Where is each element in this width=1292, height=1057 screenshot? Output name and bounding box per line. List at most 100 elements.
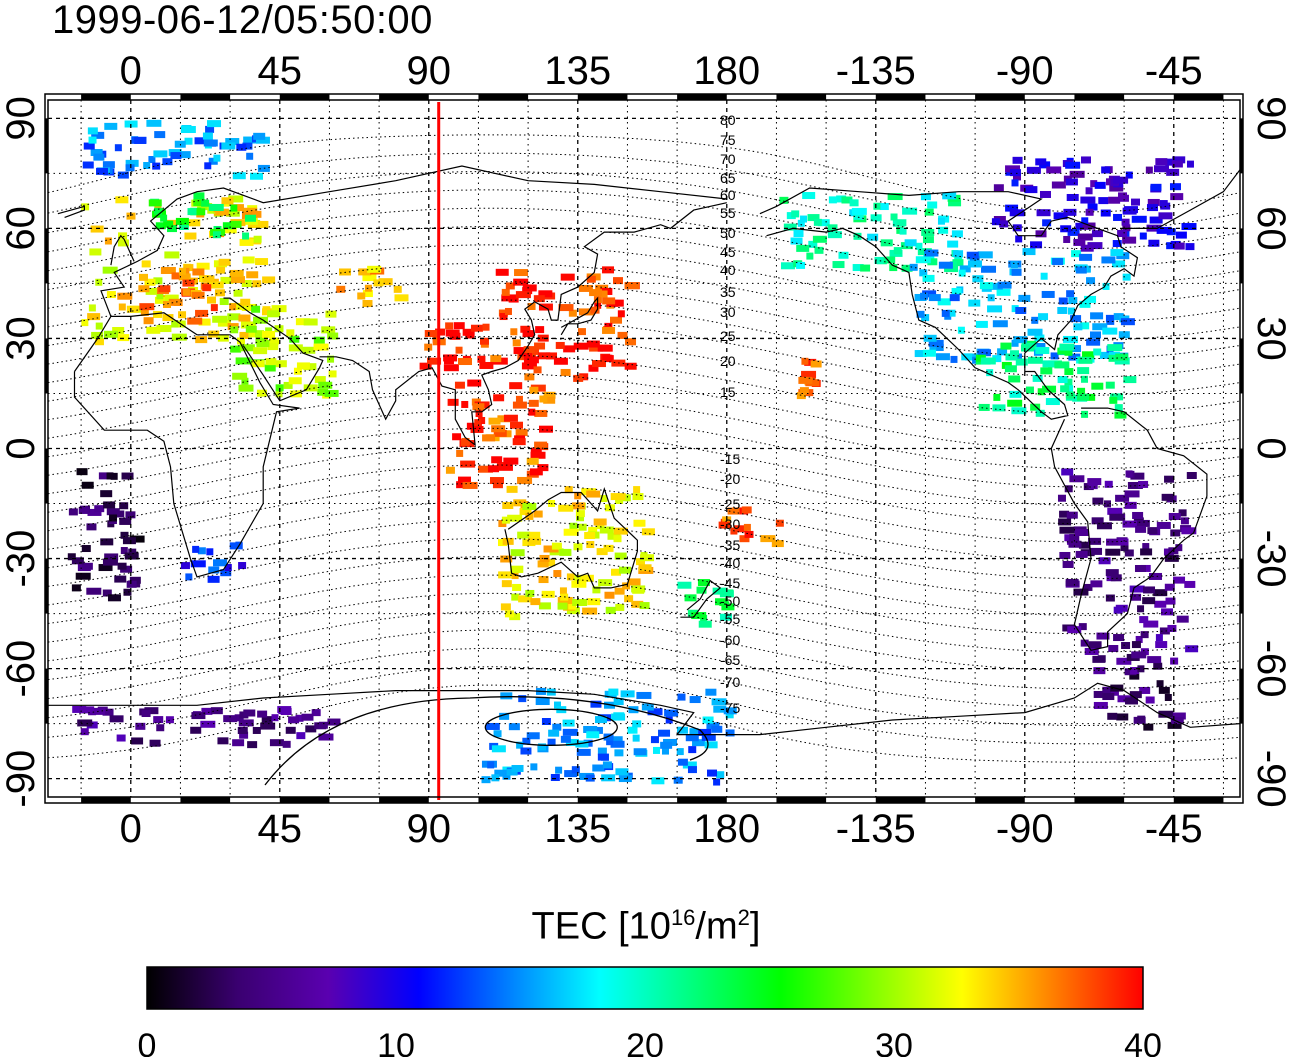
tec-point (1091, 230, 1103, 238)
tec-point (1113, 313, 1124, 321)
tec-point (1145, 696, 1155, 704)
tec-point (550, 774, 560, 782)
tec-point (1100, 209, 1111, 217)
tec-point (1063, 208, 1077, 216)
tec-point (775, 519, 784, 527)
tec-point (289, 335, 300, 343)
contour-line (48, 281, 1240, 360)
contour-line (48, 647, 1240, 726)
tec-point (212, 315, 228, 323)
tec-point (1009, 169, 1021, 177)
tec-point (1139, 232, 1147, 240)
tec-point (1024, 186, 1038, 194)
tec-point (902, 207, 918, 215)
tec-point (597, 753, 609, 761)
tec-point (1073, 323, 1083, 331)
tec-point (1097, 655, 1106, 663)
tec-point (238, 719, 254, 727)
tec-point (1031, 316, 1039, 324)
tec-point (1122, 236, 1137, 244)
tec-point (313, 336, 325, 344)
tec-point (1167, 624, 1177, 632)
tec-point (1057, 306, 1068, 314)
tec-point (198, 318, 211, 326)
tec-point (118, 303, 126, 311)
tec-point (571, 580, 587, 588)
tec-point (533, 510, 543, 518)
tec-point (624, 282, 640, 290)
tec-point (624, 595, 634, 603)
tec-point (992, 355, 1002, 363)
tec-point (1113, 606, 1123, 614)
tec-point (1082, 222, 1096, 230)
tec-point (367, 265, 382, 273)
tec-point (640, 554, 655, 562)
tec-point (589, 344, 604, 352)
tec-point (214, 289, 225, 297)
tec-point (744, 530, 754, 538)
tec-point (207, 296, 217, 304)
tec-point (860, 264, 871, 272)
tec-point (1135, 635, 1143, 643)
tec-point (1041, 290, 1055, 298)
tec-point (1094, 181, 1106, 189)
tec-point (951, 230, 963, 238)
tec-point (1077, 233, 1093, 241)
tec-point (1090, 580, 1103, 588)
tec-point (1103, 500, 1111, 508)
tec-point (1061, 468, 1074, 476)
tec-point (592, 764, 606, 772)
tec-point (563, 345, 576, 353)
tec-point (1035, 342, 1046, 350)
tec-point (1155, 634, 1163, 642)
tec-point (454, 381, 465, 389)
tec-point (596, 522, 605, 530)
tec-point (698, 620, 712, 628)
tec-point (511, 593, 520, 601)
lat-tick-left: -60 (0, 640, 43, 698)
tec-point (522, 502, 537, 510)
tec-point (706, 722, 720, 730)
tec-point (501, 288, 510, 296)
tec-point (1117, 230, 1128, 238)
tec-point (641, 703, 654, 711)
tec-point (1067, 307, 1075, 315)
tec-point (725, 711, 734, 719)
tec-point (510, 328, 518, 336)
tec-point (870, 214, 882, 222)
tec-point (689, 728, 699, 736)
tec-point (1068, 297, 1078, 305)
tec-point (661, 747, 669, 755)
tec-point (118, 232, 128, 240)
tec-point (230, 276, 245, 284)
tec-point (104, 122, 118, 130)
contour-label: 20 (720, 353, 736, 369)
frame-check (81, 94, 131, 100)
tec-point (1015, 358, 1028, 366)
tec-point (117, 334, 130, 342)
tec-point (178, 273, 191, 281)
tec-point (470, 324, 483, 332)
tec-point (1165, 597, 1176, 605)
tec-point (1173, 576, 1186, 584)
tec-point (534, 342, 546, 350)
tec-point (143, 317, 154, 325)
tec-point (246, 152, 254, 160)
tec-point (615, 603, 625, 611)
tec-point (362, 300, 373, 308)
tec-point (495, 268, 509, 276)
tec-point (566, 573, 575, 581)
tec-point (1057, 347, 1073, 355)
tec-point (252, 280, 262, 288)
tec-point (518, 695, 527, 703)
tec-point (978, 403, 990, 411)
contour-label: 15 (720, 384, 736, 400)
tec-point (321, 326, 336, 334)
tec-point (715, 598, 729, 606)
tec-point (201, 707, 213, 715)
tec-point (478, 417, 486, 425)
tec-point (267, 343, 279, 351)
tec-point (1155, 641, 1168, 649)
tec-point (510, 565, 523, 573)
tec-point (1169, 183, 1181, 191)
